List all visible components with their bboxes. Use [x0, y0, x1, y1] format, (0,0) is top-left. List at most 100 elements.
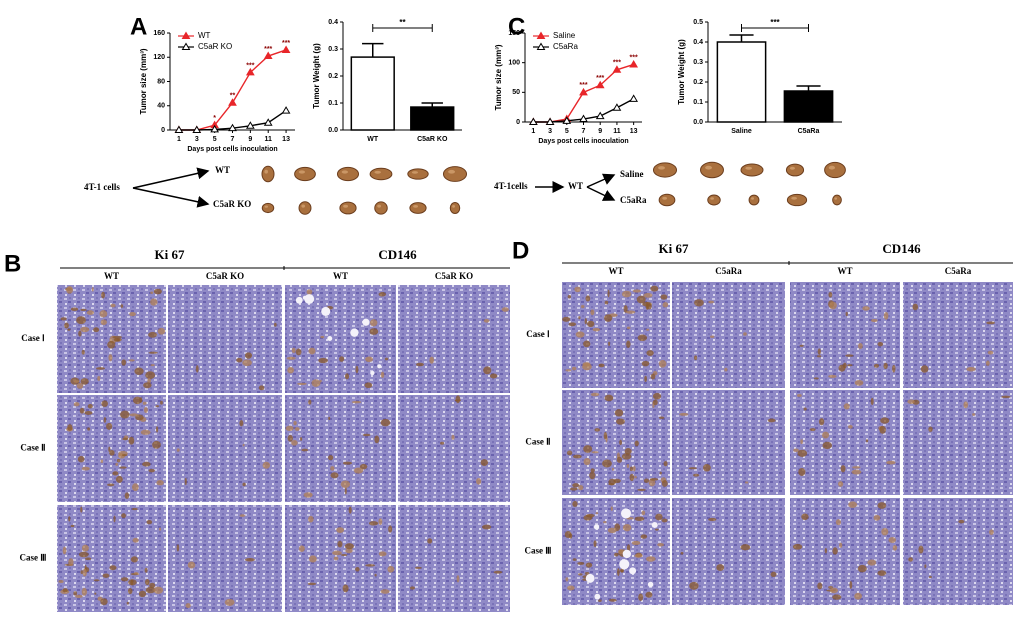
- stain: [285, 425, 294, 432]
- stain: [703, 464, 711, 472]
- tumour: [374, 201, 388, 215]
- stain: [144, 578, 150, 586]
- stain: [147, 377, 151, 384]
- stain: [848, 425, 853, 429]
- stain: [924, 564, 927, 569]
- stain: [138, 590, 147, 598]
- stain: [625, 310, 636, 314]
- legend-label: C5aRa: [553, 42, 578, 51]
- tumour-highlight: [791, 196, 797, 200]
- y-tick-label: 0: [516, 119, 520, 126]
- stain: [847, 364, 853, 367]
- y-tick-label: 0.0: [328, 127, 338, 134]
- stain: [306, 289, 313, 295]
- stain: [145, 586, 156, 594]
- stain: [121, 454, 128, 457]
- stain: [803, 407, 807, 411]
- stain: [81, 544, 89, 552]
- tumour-highlight: [662, 196, 667, 200]
- marker: [263, 118, 273, 126]
- marker: [245, 121, 255, 129]
- stain: [604, 300, 609, 305]
- stain: [124, 492, 130, 499]
- stain: [70, 524, 75, 528]
- stain: [710, 335, 715, 338]
- y-tick-label: 0.1: [693, 99, 703, 106]
- marker: [281, 106, 291, 114]
- stain: [287, 434, 293, 442]
- stain: [679, 412, 689, 416]
- stain: [817, 348, 821, 355]
- stain: [583, 514, 593, 521]
- stain: [572, 483, 580, 488]
- stain: [365, 564, 376, 567]
- stain: [344, 373, 350, 380]
- y-tick-label: 150: [508, 30, 520, 37]
- stain: [108, 354, 113, 362]
- stain: [799, 344, 804, 347]
- stain: [80, 326, 90, 333]
- bar: [350, 56, 395, 131]
- significance: ***: [264, 46, 272, 53]
- stain: [658, 360, 667, 368]
- y-tick-label: 100: [508, 60, 520, 67]
- tumour: [369, 167, 393, 181]
- x-tick-label: 1: [177, 136, 181, 143]
- stain: [839, 542, 843, 548]
- group-header: C5aR KO: [435, 271, 473, 281]
- stain: [153, 586, 164, 594]
- stain: [585, 295, 591, 302]
- stain: [501, 307, 509, 312]
- stain: [100, 459, 104, 464]
- legend-marker: [181, 42, 191, 50]
- stain: [608, 478, 616, 486]
- stain: [112, 335, 123, 339]
- stain: [852, 466, 861, 469]
- stain: [76, 382, 84, 389]
- stain: [583, 445, 593, 453]
- stain: [641, 360, 650, 367]
- stain: [106, 422, 113, 430]
- stain: [663, 461, 668, 467]
- stain: [912, 303, 919, 311]
- marker: [595, 111, 605, 120]
- case-label: Case Ⅲ: [525, 546, 552, 556]
- stain: [610, 506, 613, 511]
- y-tick-label: 0.3: [693, 59, 703, 66]
- stain: [483, 366, 492, 375]
- stain: [611, 467, 614, 471]
- stain: [881, 527, 889, 536]
- stain: [80, 570, 84, 575]
- stain: [340, 553, 348, 556]
- diagram-source: 4T-1cells: [494, 181, 528, 191]
- stain: [634, 516, 645, 521]
- stain: [797, 449, 808, 457]
- histology-image: [672, 498, 785, 605]
- y-tick-label: 40: [157, 103, 165, 110]
- stain: [987, 350, 994, 355]
- significance: **: [399, 18, 406, 27]
- stain: [572, 454, 582, 459]
- stain: [330, 472, 339, 479]
- marker: [210, 124, 220, 133]
- stain: [320, 335, 325, 339]
- panel-letter: C: [508, 13, 525, 40]
- stain: [640, 534, 648, 539]
- stain: [621, 290, 632, 298]
- stain: [483, 318, 490, 323]
- stain: [76, 316, 87, 325]
- stain: [66, 286, 73, 294]
- marker: [612, 103, 622, 111]
- stain: [493, 570, 503, 574]
- histology-image: [903, 390, 1013, 495]
- stain: [80, 506, 83, 513]
- stain: [119, 466, 127, 469]
- tumour: [407, 168, 429, 180]
- stain: [415, 362, 424, 367]
- x-tick-label: 11: [265, 136, 273, 143]
- stain: [586, 320, 595, 328]
- x-tick-label: 3: [548, 128, 552, 135]
- marker: [228, 123, 237, 132]
- stain: [121, 359, 127, 366]
- stain: [571, 366, 577, 371]
